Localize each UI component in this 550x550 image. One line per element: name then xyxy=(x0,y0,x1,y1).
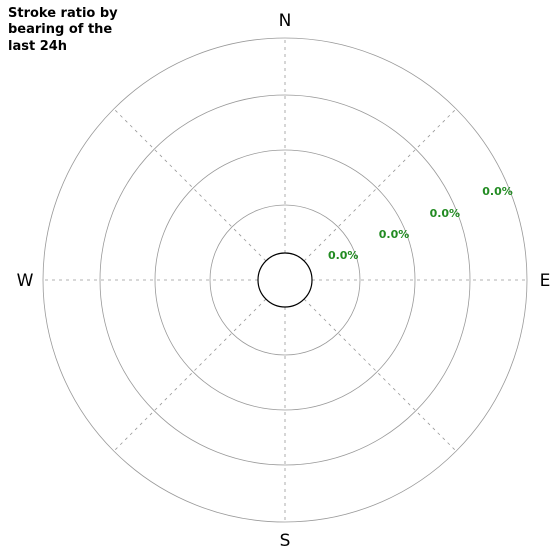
inner-circle xyxy=(258,253,312,307)
spoke xyxy=(114,109,266,261)
chart-title: Stroke ratio by bearing of the last 24h xyxy=(8,6,118,55)
spoke xyxy=(114,299,266,451)
compass-s: S xyxy=(280,531,291,550)
title-line-2: bearing of the xyxy=(8,22,112,37)
title-line-3: last 24h xyxy=(8,39,67,54)
compass-n: N xyxy=(279,11,292,31)
polar-chart: 0.0% 0.0% 0.0% 0.0% N S E W xyxy=(0,0,550,550)
ring-value-label: 0.0% xyxy=(328,249,359,262)
compass-e: E xyxy=(540,271,550,291)
compass-w: W xyxy=(17,271,34,291)
ring-value-label: 0.0% xyxy=(430,207,461,220)
ring-value-label: 0.0% xyxy=(482,185,513,198)
spoke xyxy=(304,299,456,451)
grid-ring xyxy=(210,205,360,355)
title-line-1: Stroke ratio by xyxy=(8,6,118,21)
ring-value-label: 0.0% xyxy=(379,228,410,241)
